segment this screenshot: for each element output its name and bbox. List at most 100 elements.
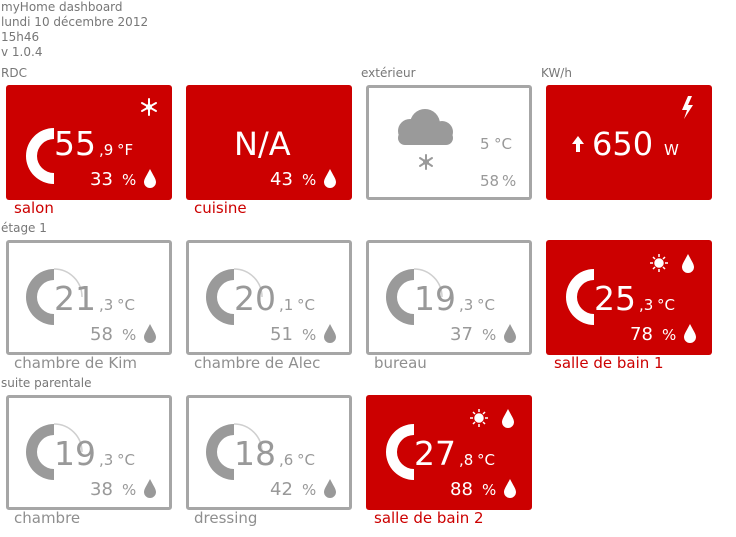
- temperature-unit: °C: [297, 296, 315, 314]
- temperature-unit: °C: [477, 451, 495, 469]
- sun-icon: [470, 409, 488, 427]
- temperature-gauge-ring: [566, 269, 594, 325]
- temperature-gauge-track: [53, 423, 83, 453]
- humidity-value: 43: [270, 169, 293, 190]
- dashboard-header: myHome dashboard lundi 10 décembre 2012 …: [1, 0, 148, 60]
- humidity-unit: %: [662, 326, 676, 344]
- temperature-gauge-ring: [26, 128, 54, 184]
- temperature-unit: °C: [477, 296, 495, 314]
- humidity-value: 78: [630, 324, 653, 345]
- tile-power-graphics: 650 W: [572, 96, 693, 163]
- tile-salle-de-bain-2[interactable]: 27 ,8 °C 88 %: [366, 395, 532, 510]
- temperature-gauge-ring: [386, 269, 414, 325]
- arrow-up-icon: [572, 136, 584, 152]
- temperature-gauge-track: [53, 268, 83, 298]
- drop-icon: [324, 479, 336, 498]
- temperature-decimal: ,9: [99, 141, 113, 159]
- temperature-unit: °C: [494, 135, 512, 153]
- humidity-value: 33: [90, 169, 113, 190]
- tile-chambre-alec-graphics: 20 ,1 °C 51 %: [206, 268, 336, 345]
- temperature-decimal: ,8: [459, 451, 473, 469]
- temperature-decimal: ,1: [279, 296, 293, 314]
- snow-cloud-icon: [398, 109, 453, 170]
- section-label-kwh: KW/h: [541, 66, 572, 80]
- tile-name-salon: salon: [14, 199, 54, 217]
- temperature-unit: °C: [117, 296, 135, 314]
- tile-cuisine[interactable]: N/A 43 %: [186, 85, 352, 200]
- tile-chambre-alec[interactable]: 20 ,1 °C 51 %: [186, 240, 352, 355]
- drop-icon: [502, 409, 514, 428]
- temperature-decimal: ,3: [459, 296, 473, 314]
- temperature-integer: 19: [414, 279, 456, 318]
- tile-chambre[interactable]: 19 ,3 °C 38 %: [6, 395, 172, 510]
- drop-icon: [144, 324, 156, 343]
- tile-bureau-graphics: 19 ,3 °C 37 %: [386, 268, 516, 345]
- current-date: lundi 10 décembre 2012: [1, 15, 149, 29]
- power-value: 650: [592, 125, 653, 163]
- temperature-integer: 19: [54, 434, 96, 473]
- temperature-gauge-ring: [206, 269, 234, 325]
- sun-icon: [650, 254, 668, 272]
- temperature-integer: 27: [414, 434, 456, 473]
- tile-name-dressing: dressing: [194, 509, 258, 527]
- temperature-integer: 18: [234, 434, 276, 473]
- humidity-value: 58: [90, 324, 113, 345]
- drop-icon: [682, 254, 694, 273]
- humidity-unit: %: [482, 481, 496, 499]
- tile-name-chambre: chambre: [14, 509, 81, 527]
- humidity-value: 58: [480, 172, 499, 190]
- tile-dressing[interactable]: 18 ,6 °C 42 %: [186, 395, 352, 510]
- temperature-decimal: ,3: [639, 296, 653, 314]
- temperature-unit: °C: [117, 451, 135, 469]
- temperature-unit: °F: [117, 141, 133, 159]
- humidity-unit: %: [122, 326, 136, 344]
- section-label-rdc: RDC: [1, 66, 27, 80]
- temperature-integer: 25: [594, 279, 636, 318]
- tile-dressing-graphics: 18 ,6 °C 42 %: [206, 423, 336, 500]
- tile-name-chambre-kim: chambre de Kim: [14, 354, 138, 372]
- tile-name-salle-de-bain-2: salle de bain 2: [374, 509, 484, 527]
- app-version: v 1.0.4: [1, 45, 43, 59]
- snowflake-icon: [141, 98, 157, 116]
- tile-power[interactable]: 650 W: [546, 85, 712, 200]
- humidity-value: 37: [450, 324, 473, 345]
- tile-exterieur-graphics: 5 °C 58 %: [398, 109, 516, 190]
- drop-icon: [324, 169, 336, 188]
- temperature-decimal: ,3: [99, 296, 113, 314]
- humidity-value: 38: [90, 479, 113, 500]
- humidity-unit: %: [482, 326, 496, 344]
- drop-icon: [144, 169, 156, 188]
- temperature-gauge-track: [233, 268, 263, 298]
- temperature-gauge-ring: [26, 269, 54, 325]
- drop-icon: [684, 324, 696, 343]
- tile-chambre-graphics: 19 ,3 °C 38 %: [26, 423, 156, 500]
- drop-icon: [144, 479, 156, 498]
- humidity-value: 88: [450, 479, 473, 500]
- humidity-value: 42: [270, 479, 293, 500]
- temperature-unavailable: N/A: [234, 125, 291, 163]
- tile-salle-de-bain-1-graphics: 25 ,3 °C 78 %: [566, 254, 696, 345]
- humidity-unit: %: [122, 481, 136, 499]
- tile-name-salle-de-bain-1: salle de bain 1: [554, 354, 664, 372]
- temperature-unit: °C: [297, 451, 315, 469]
- tile-chambre-kim[interactable]: 21 ,3 °C 58 %: [6, 240, 172, 355]
- tile-salon-graphics: 55 ,9 °F 33 %: [26, 98, 157, 190]
- tile-salle-de-bain-1[interactable]: 25 ,3 °C 78 %: [546, 240, 712, 355]
- tile-salle-de-bain-2-graphics: 27 ,8 °C 88 %: [386, 409, 516, 500]
- humidity-unit: %: [302, 481, 316, 499]
- tile-chambre-kim-graphics: 21 ,3 °C 58 %: [26, 268, 156, 345]
- app-title: myHome dashboard: [1, 0, 123, 14]
- temperature-integer: 55: [54, 124, 96, 163]
- temperature-gauge-track: [233, 423, 263, 453]
- temperature-integer: 20: [234, 279, 276, 318]
- lightning-icon: [682, 96, 693, 119]
- tile-bureau[interactable]: 19 ,3 °C 37 %: [366, 240, 532, 355]
- tile-exterieur[interactable]: 5 °C 58 %: [366, 85, 532, 200]
- current-time: 15h46: [1, 30, 40, 44]
- section-label-suite-parentale: suite parentale: [1, 376, 92, 390]
- temperature-gauge-ring: [206, 424, 234, 480]
- tile-salon[interactable]: 55 ,9 °F 33 %: [6, 85, 172, 200]
- section-label-etage-1: étage 1: [1, 221, 47, 235]
- temperature-integer: 21: [54, 279, 96, 318]
- temperature-gauge-ring: [386, 424, 414, 480]
